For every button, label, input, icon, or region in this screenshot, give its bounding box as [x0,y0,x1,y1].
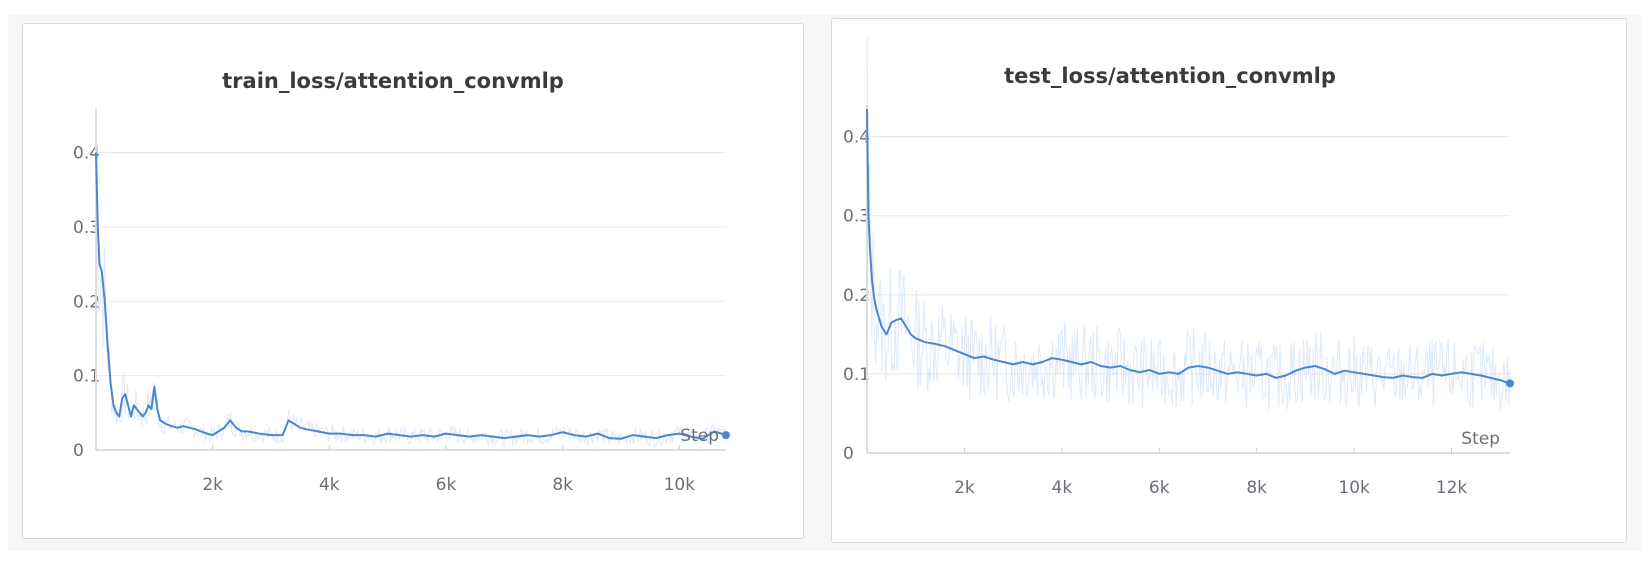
x-tick-label: 2k [954,478,975,498]
x-tick-label: 6k [436,475,457,495]
x-axis-label: Step [1461,429,1500,449]
x-tick-label: 4k [1052,478,1073,498]
series-endpoint [722,431,730,440]
chart-test-loss: test_loss/attention_convmlp 0 0.1 0.2 0.3 0.4… [843,37,1514,498]
x-tick-label: 8k [1246,478,1267,498]
x-tick-label: 2k [202,475,223,495]
raw-series-line [866,37,1511,410]
y-tick-label: 0.3 [843,207,870,227]
x-tick-label: 6k [1149,478,1170,498]
chart-panel-train-loss[interactable]: train_loss/attention_convmlp 0 0.1 0.2 0.3 0.… [22,23,804,539]
chart-panel-test-loss[interactable]: test_loss/attention_convmlp 0 0.1 0.2 0.3 0.4… [831,18,1627,543]
chart-train-loss: train_loss/attention_convmlp 0 0.1 0.2 0.3 0.… [73,69,730,495]
y-tick-label: 0 [73,441,84,461]
series-line[interactable] [95,152,727,440]
x-tick-label: 12k [1436,478,1468,498]
chart-title: train_loss/attention_convmlp [222,69,564,93]
y-tick-label: 0.1 [843,365,870,385]
y-tick-label: 0.2 [843,286,870,306]
raw-series-line [95,155,727,448]
x-axis-label: Step [680,426,719,446]
x-tick-label: 4k [319,475,340,495]
y-tick-label: 0.2 [73,292,100,312]
x-tick-label: 8k [552,475,573,495]
y-tick-label: 0.1 [73,367,100,387]
y-tick-label: 0.3 [73,218,100,238]
x-tick-label: 10k [1338,478,1370,498]
y-tick-label: 0.4 [73,144,100,164]
series-line[interactable] [866,108,1511,385]
y-tick-label: 0 [843,444,854,464]
chart-title: test_loss/attention_convmlp [1004,64,1336,88]
series-endpoint [1506,379,1514,388]
y-tick-label: 0.4 [843,128,870,148]
x-tick-label: 10k [664,475,696,495]
